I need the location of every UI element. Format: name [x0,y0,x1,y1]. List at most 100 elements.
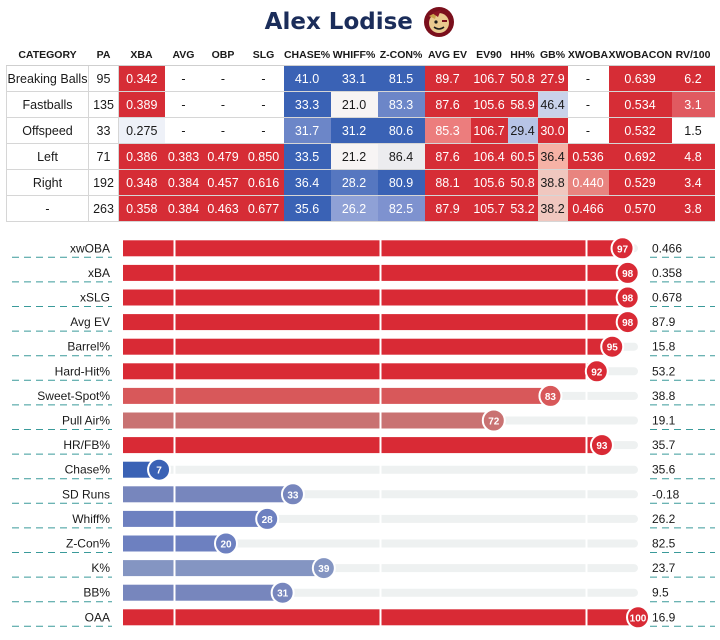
table-cell: 58.9 [507,91,538,118]
table-cell: 0.534 [608,91,672,118]
percentile-bar [123,338,613,355]
table-cell: - [164,65,203,92]
metric-label: OAA [85,610,110,624]
table-cell: - [567,91,609,118]
table-cell: 3.4 [671,169,715,196]
percentile-value: 100 [630,613,647,624]
table-cell: 0.850 [243,143,284,170]
percentile-value: 20 [220,540,232,551]
table-cell: 50.8 [507,169,538,196]
table-cell: 36.4 [283,169,331,196]
column-header: RV/100 [671,44,715,66]
table-row: Offspeed 33 0.275- - -31.7 31.2 80.6 85.3 106.7 2… [6,117,715,144]
table-cell: 33.1 [330,65,378,92]
table-cell: 0.532 [608,117,672,144]
table-cell: 89.7 [424,65,471,92]
table-cell: 83.3 [377,91,425,118]
metric-value: 38.8 [652,389,676,403]
table-cell: - [164,91,203,118]
percentile-bar [123,486,293,503]
seminole-head-logo [424,7,455,37]
row-category: Fastballs [6,91,89,118]
table-cell: 87.6 [424,91,471,118]
row-pa: 71 [88,143,119,170]
column-header: CATEGORY [6,44,89,66]
row-category: Breaking Balls [6,65,89,92]
table-cell: - [202,65,244,92]
table-cell: 0.384 [164,195,203,222]
metric-label: Avg EV [70,315,110,329]
table-cell: 0.358 [118,195,165,222]
table-cell: 106.4 [470,143,508,170]
table-cell: 106.7 [470,117,508,144]
column-header: EV90 [470,44,508,66]
metric-label: K% [91,561,110,575]
metric-value: 0.466 [652,241,682,255]
percentile-value: 39 [318,564,330,575]
table-cell: 105.7 [470,195,508,222]
table-cell: 26.2 [330,195,378,222]
table-cell: - [164,117,203,144]
table-cell: 30.0 [537,117,568,144]
table-cell: 3.8 [671,195,715,222]
metric-value: 19.1 [652,414,676,428]
table-cell: 33.5 [283,143,331,170]
percentile-bar [123,289,628,306]
percentile-bar-chart: xwOBA 0.466 xBA 0.358 xSLG 0.678 Avg EV 87.9 Bar… [12,236,715,630]
column-header: XBA [118,44,165,66]
percentile-bar [123,363,597,380]
table-row: Fastballs 135 0.389- - -33.3 21.0 83.3 87.6 105.… [6,91,715,118]
percentile-value: 95 [607,343,619,354]
table-cell: 0.536 [567,143,609,170]
metric-value: 35.6 [652,463,676,477]
metric-value: 23.7 [652,561,676,575]
row-category: Right [6,169,89,196]
table-cell: 105.6 [470,169,508,196]
percentile-bar [123,387,551,404]
table-cell: 41.0 [283,65,331,92]
table-cell: - [243,91,284,118]
table-cell: - [243,65,284,92]
table-cell: 82.5 [377,195,425,222]
percentile-bubble [280,482,305,507]
table-row: -263 0.358 0.384 0.463 0.677 35.6 26.2 82.5 87.9… [6,195,715,222]
table-cell: 33.3 [283,91,331,118]
table-cell: 0.275 [118,117,165,144]
metric-value: 9.5 [652,586,669,600]
column-header: HH% [507,44,538,66]
player-name: Alex Lodise [264,9,413,35]
table-cell: 80.9 [377,169,425,196]
metric-value: 16.9 [652,610,676,624]
column-header: SLG [243,44,284,66]
row-pa: 192 [88,169,119,196]
percentile-bar [123,314,628,331]
table-cell: 0.384 [164,169,203,196]
metric-value: 82.5 [652,537,676,551]
table-cell: 31.7 [283,117,331,144]
table-cell: - [202,117,244,144]
table-row: Left 71 0.386 0.383 0.479 0.850 33.5 21.2 86.4 87… [6,143,715,170]
percentile-bubble [600,334,625,359]
metric-label: xSLG [80,291,110,305]
metric-label: xwOBA [70,241,110,255]
metric-value: 0.678 [652,291,682,305]
percentile-value: 83 [545,392,557,403]
percentile-value: 98 [622,269,634,280]
column-header: WHIFF% [330,44,378,66]
table-cell: 0.348 [118,169,165,196]
table-cell: 35.6 [283,195,331,222]
row-pa: 263 [88,195,119,222]
table-cell: 87.9 [424,195,471,222]
title-area: Alex Lodise [0,6,720,42]
percentile-bar [123,240,623,257]
row-category: - [6,195,89,222]
table-cell: - [567,117,609,144]
percentile-bubble [584,359,609,384]
percentile-bubble [255,506,280,531]
table-cell: 0.479 [202,143,244,170]
table-cell: 0.639 [608,65,672,92]
metric-label: xBA [88,266,110,280]
table-cell: 31.2 [330,117,378,144]
percentile-value: 98 [622,294,634,305]
percentile-bubble [615,310,640,335]
